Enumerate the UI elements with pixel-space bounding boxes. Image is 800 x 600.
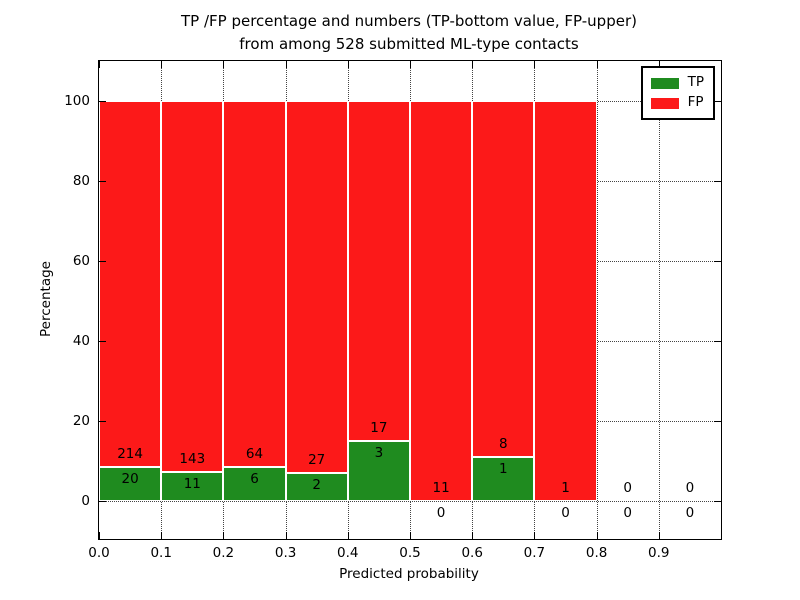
x-tick-top-0.8 <box>596 61 598 68</box>
legend-item-tp: TP <box>650 73 704 93</box>
y-tick-right-40 <box>714 341 721 342</box>
chart-title-line2: from among 528 submitted ML-type contact… <box>239 35 579 53</box>
gridline-x-0.8 <box>596 61 598 539</box>
x-tick-label-0.4: 0.4 <box>337 545 359 561</box>
y-tick-label-80: 80 <box>72 173 90 189</box>
x-tick-top-0.5 <box>410 61 411 68</box>
x-tick-bottom-0.9 <box>658 532 660 539</box>
bar-fp-0.0 <box>99 101 162 467</box>
bar-fp-0.6 <box>472 101 535 457</box>
fp-count-label: 8 <box>499 435 508 452</box>
fp-count-label: 64 <box>245 445 264 462</box>
fp-count-label: 0 <box>685 480 695 496</box>
y-tick-left-60 <box>99 261 106 262</box>
tp-count-label: 2 <box>312 477 321 494</box>
x-tick-label-0.8: 0.8 <box>585 545 608 561</box>
bar-fp-0.7 <box>534 101 597 501</box>
bar-fp-0.2 <box>223 101 286 467</box>
y-tick-left-80 <box>99 181 106 182</box>
x-tick-top-0.7 <box>534 61 536 68</box>
bar-tp-0.1 <box>161 472 224 501</box>
x-axis-label: Predicted probability <box>339 566 479 582</box>
y-axis-label: Percentage <box>38 261 54 337</box>
tp-count-label: 0 <box>685 505 695 521</box>
y-tick-left-0 <box>99 501 106 502</box>
x-tick-label-0.5: 0.5 <box>399 545 421 561</box>
bar-fp-0.5 <box>410 101 473 501</box>
y-tick-label-60: 60 <box>72 253 90 269</box>
bar-tp-0.4 <box>347 441 410 501</box>
fp-count-label: 17 <box>370 420 388 436</box>
fp-count-label: 0 <box>623 480 632 496</box>
x-tick-label-0.7: 0.7 <box>523 545 546 561</box>
fp-count-label: 214 <box>117 445 143 462</box>
x-tick-top-0.4 <box>347 61 349 68</box>
legend-swatch-tp <box>650 77 679 89</box>
x-tick-label-0.3: 0.3 <box>274 545 297 561</box>
tp-count-label: 0 <box>623 505 632 521</box>
y-tick-label-0: 0 <box>81 493 90 509</box>
x-tick-label-0.6: 0.6 <box>461 545 483 561</box>
plot-area: TP FP 214 20 143 11 64 6 27 2 17 3 11 0 8 1 1 0 0 0 0 0 0.0 0… <box>64 60 722 561</box>
y-tick-label-40: 40 <box>72 333 90 349</box>
bar-tp-0.6 <box>472 456 535 501</box>
y-tick-right-0 <box>714 501 721 502</box>
x-tick-bottom-0.1 <box>161 532 163 539</box>
x-tick-label-0.0: 0.0 <box>88 545 110 561</box>
legend-swatch-fp <box>650 97 679 109</box>
tp-count-label: 6 <box>250 470 259 487</box>
x-tick-bottom-0.0 <box>99 532 100 539</box>
legend: TP FP <box>640 66 715 120</box>
x-tick-bottom-0.3 <box>285 532 287 539</box>
x-tick-bottom-0.2 <box>223 532 225 539</box>
x-tick-top-0.3 <box>285 61 287 68</box>
x-tick-bottom-0.6 <box>472 532 474 539</box>
gridline-x-0.9 <box>658 61 660 539</box>
x-tick-top-0.1 <box>161 61 163 68</box>
chart-title-line1: TP /FP percentage and numbers (TP-bottom… <box>181 12 637 30</box>
bar-fp-0.3 <box>285 101 348 474</box>
x-tick-top-0.0 <box>99 61 100 68</box>
x-tick-bottom-0.7 <box>534 532 536 539</box>
x-tick-bottom-0.5 <box>410 532 411 539</box>
y-tick-left-20 <box>99 421 106 422</box>
fp-count-label: 143 <box>179 451 206 468</box>
y-tick-right-80 <box>714 181 721 182</box>
y-tick-label-20: 20 <box>72 413 90 429</box>
x-tick-bottom-0.4 <box>347 532 349 539</box>
y-tick-right-60 <box>714 261 721 262</box>
x-tick-top-0.9 <box>658 61 660 68</box>
bar-tp-0.0 <box>99 466 162 501</box>
fp-count-label: 27 <box>308 452 326 469</box>
y-tick-left-40 <box>99 341 106 342</box>
y-tick-left-100 <box>99 101 106 102</box>
tp-count-label: 0 <box>436 505 446 521</box>
tp-count-label: 1 <box>499 460 508 477</box>
tp-count-label: 0 <box>561 505 570 521</box>
bar-fp-0.4 <box>347 101 410 441</box>
bar-tp-0.3 <box>285 473 348 501</box>
x-tick-label-0.9: 0.9 <box>648 545 670 561</box>
chart-title: TP /FP percentage and numbers (TP-bottom… <box>98 10 720 56</box>
y-tick-right-20 <box>714 421 721 422</box>
y-tick-right-100 <box>714 101 721 102</box>
bar-tp-0.2 <box>223 466 286 501</box>
legend-item-fp: FP <box>650 93 704 113</box>
fp-count-label: 11 <box>432 480 450 496</box>
x-tick-bottom-0.8 <box>596 532 598 539</box>
x-tick-top-0.2 <box>223 61 225 68</box>
fp-count-label: 1 <box>561 480 570 496</box>
x-tick-label-0.2: 0.2 <box>212 545 235 561</box>
x-tick-label-0.1: 0.1 <box>150 545 172 561</box>
x-tick-top-0.6 <box>472 61 474 68</box>
bar-fp-0.1 <box>161 101 224 473</box>
legend-label-tp: TP <box>687 74 704 91</box>
tp-count-label: 11 <box>183 476 201 493</box>
legend-label-fp: FP <box>687 94 704 111</box>
tp-count-label: 3 <box>374 445 384 461</box>
tp-count-label: 20 <box>121 470 139 487</box>
y-tick-label-100: 100 <box>64 93 90 109</box>
